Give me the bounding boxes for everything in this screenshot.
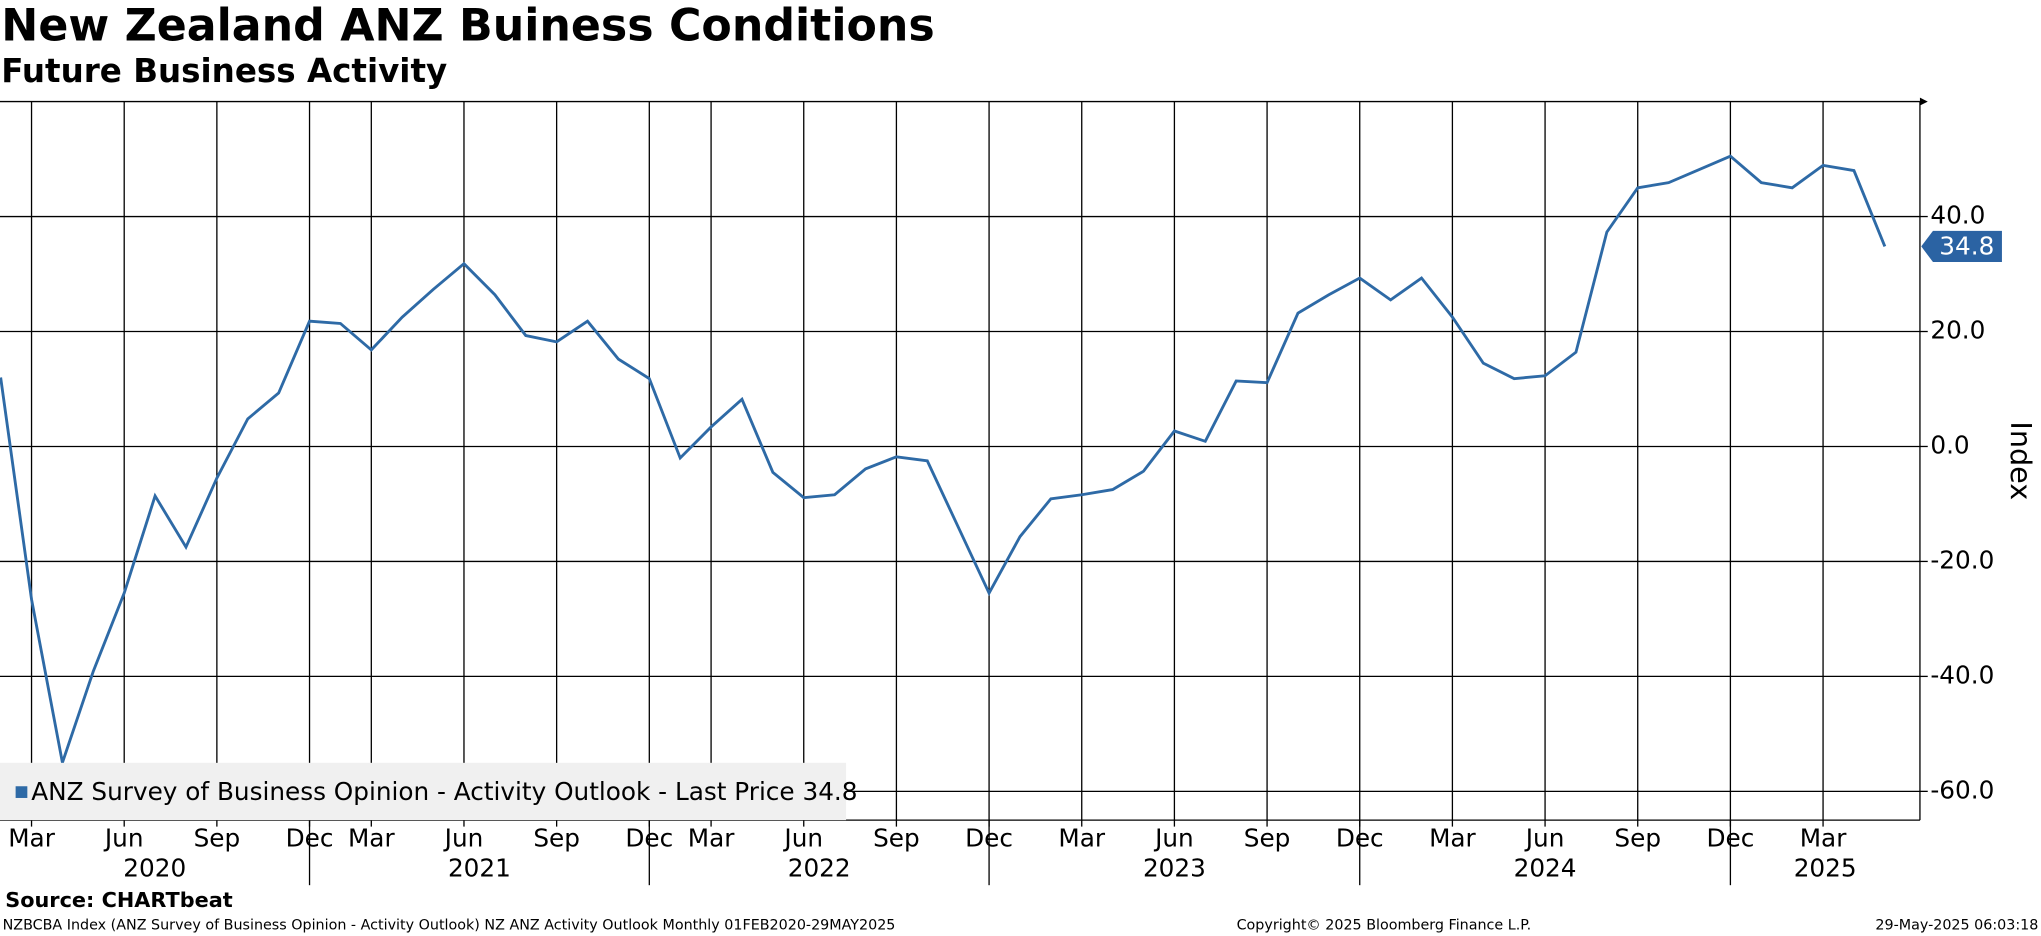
y-tick-label: -60.0 xyxy=(1930,775,1994,804)
source: Source: CHARTbeat xyxy=(5,888,233,912)
x-tick-label: Sep xyxy=(533,824,580,853)
year-label: 2020 xyxy=(123,854,186,883)
last-price-label: 34.8 xyxy=(1939,232,1994,261)
legend-box xyxy=(0,762,847,821)
year-label: 2024 xyxy=(1514,854,1577,883)
chart-subtitle: Future Business Activity xyxy=(1,52,447,90)
x-tick-label: Sep xyxy=(1614,824,1661,853)
x-tick-label: Mar xyxy=(1800,824,1847,853)
year-label: 2022 xyxy=(788,854,851,883)
x-tick-label: Jun xyxy=(443,824,484,853)
legend-last-value: 34.8 xyxy=(802,777,857,806)
year-label: 2025 xyxy=(1794,854,1857,883)
y-tick-label: -20.0 xyxy=(1930,545,1994,574)
x-tick-label: Jun xyxy=(103,824,144,853)
footer-left: NZBCBA Index (ANZ Survey of Business Opi… xyxy=(3,918,896,934)
chart-title: New Zealand ANZ Buiness Conditions xyxy=(1,1,934,52)
x-tick-label: Mar xyxy=(1429,824,1476,853)
x-tick-label: Jun xyxy=(782,824,823,853)
x-tick-label: Mar xyxy=(1058,824,1105,853)
series-line xyxy=(0,154,1887,769)
x-tick-label: Sep xyxy=(873,824,920,853)
year-label: 2021 xyxy=(448,854,511,883)
x-tick-label: Mar xyxy=(688,824,735,853)
y-tick-label: -40.0 xyxy=(1930,660,1994,689)
year-label: 2023 xyxy=(1143,854,1206,883)
y-tick-label: 20.0 xyxy=(1930,316,1985,345)
axis-arrow xyxy=(1919,97,1928,106)
legend-swatch xyxy=(15,786,28,798)
footer-right: 29-May-2025 06:03:18 xyxy=(1875,918,2038,934)
x-tick-label: Sep xyxy=(1244,824,1291,853)
legend-name: ANZ Survey of Business Opinion - Activit… xyxy=(31,777,794,806)
last-price-tag xyxy=(1921,230,2002,263)
x-tick-label: Sep xyxy=(194,824,241,853)
x-tick-label: Jun xyxy=(1524,824,1565,853)
footer-center: Copyright© 2025 Bloomberg Finance L.P. xyxy=(1237,918,1532,934)
y-tick-label: 0.0 xyxy=(1930,430,1969,459)
source-name: CHARTbeat xyxy=(102,888,233,912)
y-axis-label: Index xyxy=(2004,421,2038,500)
x-tick-label: Jun xyxy=(1153,824,1194,853)
source-prefix: Source: xyxy=(5,888,94,912)
x-tick-label: Mar xyxy=(348,824,395,853)
y-tick-label: 40.0 xyxy=(1930,201,1985,230)
x-tick-label: Mar xyxy=(8,824,55,853)
legend-entry: ANZ Survey of Business Opinion - Activit… xyxy=(31,777,857,806)
